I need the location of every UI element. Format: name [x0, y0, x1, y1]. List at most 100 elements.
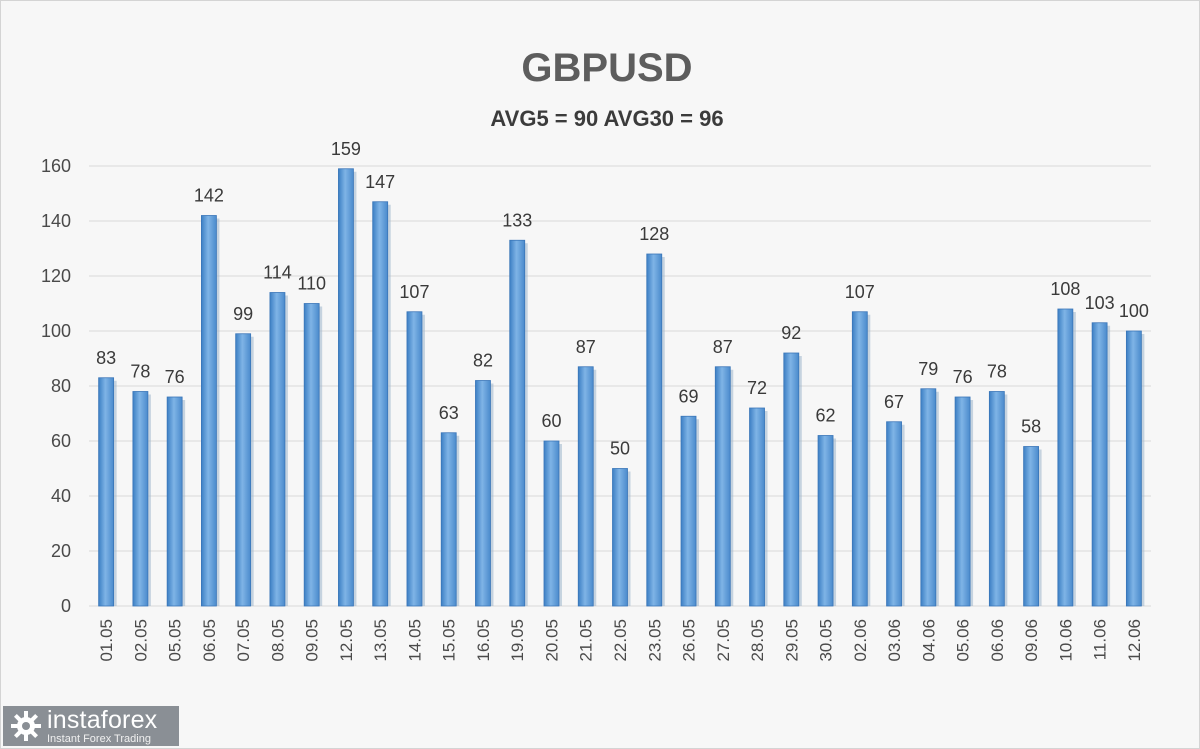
x-tick-label: 12.05 [337, 619, 356, 662]
bar [166, 396, 183, 607]
x-tick-label: 29.05 [782, 619, 801, 662]
x-tick-label: 01.05 [97, 619, 116, 662]
bar [543, 440, 560, 607]
data-label: 78 [130, 362, 150, 382]
x-tick-label: 09.06 [1022, 619, 1041, 662]
y-tick-label: 100 [41, 321, 71, 341]
x-tick-label: 22.05 [611, 619, 630, 662]
bar [646, 253, 663, 607]
x-tick-label: 26.05 [680, 619, 699, 662]
x-tick-label: 03.06 [885, 619, 904, 662]
bar [954, 396, 971, 607]
y-axis-ticks: 0 20 40 60 80 100 120 140 160 [41, 156, 71, 616]
bar [98, 377, 115, 607]
y-tick-label: 120 [41, 266, 71, 286]
x-tick-label: 16.05 [474, 619, 493, 662]
y-tick-label: 160 [41, 156, 71, 176]
x-tick-label: 08.05 [268, 619, 287, 662]
data-label: 50 [610, 439, 630, 459]
y-tick-label: 80 [51, 376, 71, 396]
data-label: 100 [1119, 301, 1149, 321]
logo-name: instaforex [47, 705, 158, 734]
data-label: 110 [297, 274, 326, 294]
y-tick-label: 60 [51, 431, 71, 451]
data-label: 76 [953, 367, 973, 387]
data-label: 58 [1021, 417, 1041, 437]
x-tick-label: 10.06 [1056, 619, 1075, 662]
bars [98, 168, 1145, 607]
y-tick-label: 40 [51, 486, 71, 506]
data-label: 87 [713, 337, 733, 357]
chart-title: GBPUSD [521, 46, 692, 90]
data-label: 108 [1050, 279, 1080, 299]
bar [1091, 322, 1108, 607]
data-label: 67 [884, 392, 904, 412]
data-label: 79 [918, 359, 938, 379]
data-label: 107 [845, 282, 875, 302]
bar [783, 352, 800, 607]
bar [749, 407, 765, 607]
x-axis-ticks: 01.05 02.05 05.05 06.05 07.05 08.05 09.05 12.05… [97, 619, 1144, 662]
bar [851, 311, 868, 607]
x-tick-label: 28.05 [748, 619, 767, 662]
bar [406, 311, 423, 607]
bar [235, 333, 252, 607]
data-label: 133 [502, 210, 532, 230]
bar [680, 415, 697, 607]
x-tick-label: 05.05 [166, 619, 185, 662]
logo-tagline: Instant Forex Trading [47, 732, 151, 745]
data-label: 99 [233, 304, 253, 324]
x-tick-label: 02.06 [851, 619, 870, 662]
data-label: 114 [263, 263, 292, 283]
bar [303, 303, 320, 607]
x-tick-label: 19.05 [508, 619, 527, 662]
x-tick-label: 13.05 [371, 619, 390, 662]
bar [612, 468, 628, 607]
logo-text: instaforex Instant Forex Trading [47, 705, 158, 745]
data-label: 78 [987, 362, 1007, 382]
x-tick-label: 06.05 [200, 619, 219, 662]
bar [509, 239, 526, 607]
x-tick-label: 15.05 [440, 619, 459, 662]
data-label: 82 [473, 351, 493, 371]
bar [475, 380, 491, 607]
data-label: 63 [439, 403, 459, 423]
x-tick-label: 23.05 [645, 619, 664, 662]
bar [577, 366, 594, 607]
gear-logo-icon [11, 711, 41, 741]
data-label: 62 [816, 406, 836, 426]
data-label: 159 [331, 139, 361, 159]
x-tick-label: 05.06 [954, 619, 973, 662]
chart-subtitle: AVG5 = 90 AVG30 = 96 [490, 106, 723, 131]
data-label: 103 [1085, 293, 1115, 313]
x-tick-label: 07.05 [234, 619, 253, 662]
x-tick-label: 04.06 [919, 619, 938, 662]
gridlines [89, 165, 1151, 607]
x-tick-label: 21.05 [577, 619, 596, 662]
data-label: 69 [679, 386, 699, 406]
bar [269, 292, 286, 607]
instaforex-logo: instaforex Instant Forex Trading [3, 706, 179, 746]
bar [886, 421, 902, 607]
x-tick-label: 27.05 [714, 619, 733, 662]
bar [201, 215, 217, 607]
data-label: 92 [781, 323, 801, 343]
y-tick-label: 20 [51, 541, 71, 561]
bar [338, 168, 354, 607]
bar [988, 391, 1005, 607]
bar [920, 388, 937, 607]
x-tick-label: 12.06 [1125, 619, 1144, 662]
data-label: 142 [194, 186, 224, 206]
data-label: 147 [365, 172, 395, 192]
bar [372, 201, 389, 607]
data-label: 128 [639, 224, 669, 244]
data-label: 60 [541, 411, 561, 431]
x-tick-label: 11.06 [1091, 619, 1110, 660]
data-label: 83 [96, 348, 116, 368]
bar [440, 432, 457, 607]
bar [132, 391, 149, 607]
data-label: 76 [165, 367, 185, 387]
